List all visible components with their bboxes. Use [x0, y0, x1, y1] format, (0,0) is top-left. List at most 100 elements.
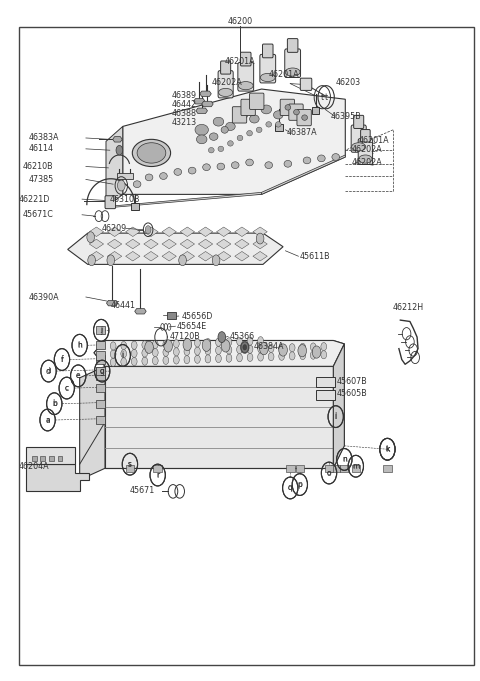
- Bar: [96, 372, 105, 380]
- Ellipse shape: [218, 89, 233, 97]
- Polygon shape: [198, 227, 213, 236]
- Polygon shape: [123, 89, 345, 194]
- Polygon shape: [196, 108, 207, 114]
- Circle shape: [173, 348, 179, 356]
- FancyBboxPatch shape: [289, 104, 303, 121]
- Bar: [340, 465, 348, 472]
- Text: g: g: [100, 368, 105, 374]
- Circle shape: [312, 346, 321, 358]
- Text: 47385: 47385: [28, 175, 54, 184]
- Text: 45671: 45671: [130, 486, 155, 494]
- Polygon shape: [106, 127, 123, 208]
- Text: a: a: [46, 417, 50, 423]
- Ellipse shape: [237, 136, 243, 141]
- Circle shape: [212, 255, 220, 266]
- Ellipse shape: [285, 68, 300, 76]
- Text: p: p: [298, 480, 302, 489]
- Text: 45611B: 45611B: [300, 252, 330, 261]
- Polygon shape: [235, 251, 249, 261]
- Circle shape: [256, 233, 264, 244]
- Text: p: p: [298, 481, 302, 488]
- Circle shape: [237, 353, 242, 362]
- Polygon shape: [105, 428, 333, 448]
- Circle shape: [216, 354, 221, 362]
- Circle shape: [194, 347, 200, 355]
- Circle shape: [194, 355, 200, 364]
- Circle shape: [260, 343, 268, 355]
- Text: q: q: [288, 485, 293, 491]
- Text: d: d: [46, 366, 51, 376]
- Text: n: n: [342, 455, 347, 464]
- Circle shape: [258, 345, 264, 353]
- Ellipse shape: [133, 180, 141, 187]
- Polygon shape: [107, 300, 118, 306]
- Text: c: c: [65, 383, 69, 392]
- Circle shape: [321, 351, 326, 359]
- Circle shape: [216, 338, 221, 346]
- Circle shape: [298, 345, 307, 357]
- Text: 45607B: 45607B: [336, 377, 367, 385]
- Bar: [117, 174, 133, 178]
- Ellipse shape: [250, 115, 259, 123]
- Ellipse shape: [132, 140, 170, 167]
- Circle shape: [300, 343, 306, 351]
- Text: h: h: [77, 343, 82, 348]
- Circle shape: [118, 180, 125, 191]
- Polygon shape: [25, 464, 89, 492]
- Polygon shape: [253, 239, 267, 249]
- Bar: [316, 390, 335, 400]
- Text: 46201A: 46201A: [269, 69, 300, 78]
- Ellipse shape: [246, 159, 253, 166]
- Polygon shape: [105, 387, 333, 407]
- Text: 46212H: 46212H: [392, 303, 423, 313]
- Text: n: n: [342, 456, 347, 462]
- FancyBboxPatch shape: [354, 115, 364, 129]
- Circle shape: [279, 352, 285, 360]
- Polygon shape: [89, 239, 104, 249]
- Circle shape: [164, 340, 172, 352]
- Polygon shape: [162, 227, 176, 236]
- Circle shape: [110, 350, 116, 358]
- Text: 46395B: 46395B: [331, 112, 362, 121]
- Ellipse shape: [196, 135, 207, 144]
- Bar: [331, 465, 340, 472]
- FancyBboxPatch shape: [358, 139, 372, 165]
- FancyBboxPatch shape: [300, 78, 312, 91]
- Bar: [312, 108, 320, 114]
- Text: 45605B: 45605B: [336, 389, 367, 398]
- Circle shape: [268, 353, 274, 361]
- Bar: [96, 326, 105, 334]
- Text: o: o: [327, 470, 331, 476]
- Circle shape: [247, 345, 253, 353]
- Polygon shape: [202, 101, 213, 107]
- Bar: [316, 377, 335, 387]
- Circle shape: [237, 337, 242, 345]
- Polygon shape: [144, 239, 158, 249]
- Text: d: d: [46, 368, 51, 374]
- Polygon shape: [106, 192, 262, 208]
- Circle shape: [132, 341, 137, 349]
- Bar: [49, 456, 54, 462]
- Polygon shape: [235, 239, 249, 249]
- Text: 46387A: 46387A: [287, 128, 318, 137]
- Bar: [96, 367, 105, 375]
- Polygon shape: [80, 366, 105, 480]
- FancyBboxPatch shape: [240, 52, 251, 66]
- Circle shape: [221, 340, 230, 352]
- Text: 46200: 46200: [228, 16, 252, 26]
- Polygon shape: [126, 239, 140, 249]
- Polygon shape: [200, 91, 211, 97]
- Ellipse shape: [260, 74, 275, 82]
- Text: c: c: [65, 385, 69, 391]
- Polygon shape: [68, 233, 283, 264]
- Text: i: i: [122, 353, 124, 358]
- Ellipse shape: [159, 173, 167, 179]
- FancyBboxPatch shape: [288, 39, 298, 52]
- Bar: [96, 367, 105, 375]
- Polygon shape: [180, 227, 194, 236]
- Polygon shape: [333, 385, 344, 428]
- Polygon shape: [126, 251, 140, 261]
- Ellipse shape: [221, 127, 228, 133]
- Ellipse shape: [237, 110, 248, 119]
- Ellipse shape: [218, 146, 224, 152]
